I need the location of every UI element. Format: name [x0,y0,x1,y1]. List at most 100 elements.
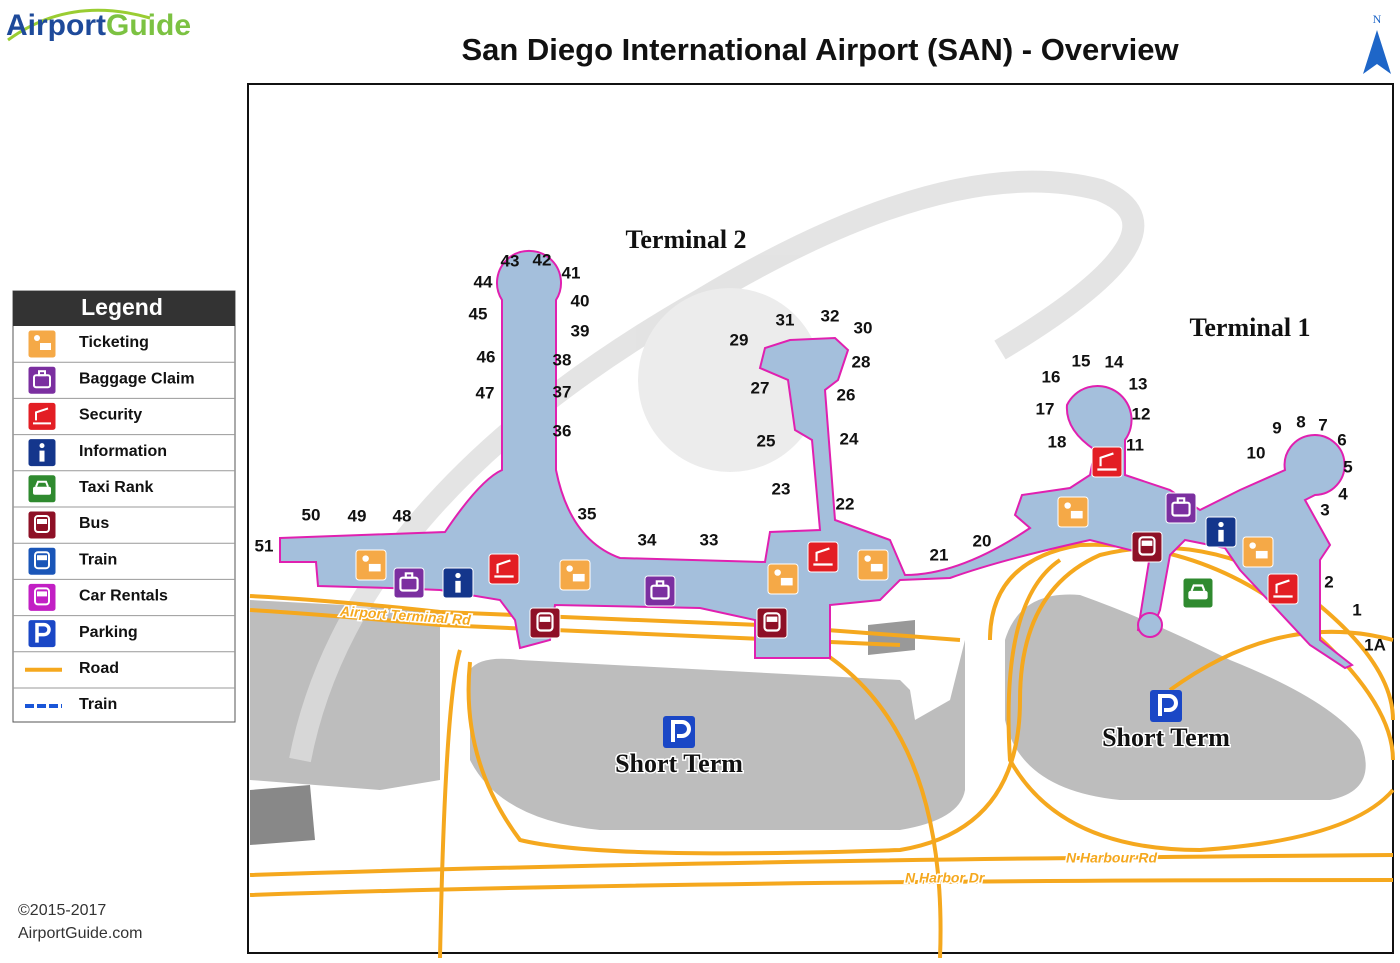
gate-label: 29 [730,330,749,349]
glyph [38,370,46,377]
gate-label: 43 [501,251,520,270]
glyph [1070,510,1083,519]
logo: AirportGuide [6,8,191,42]
gate-label: 36 [553,421,572,440]
gate-label: 46 [477,347,496,366]
gate-label: 26 [837,385,856,404]
gate-label: 34 [638,530,657,549]
gate-label: 33 [700,530,719,549]
legend-title: Legend [81,294,163,320]
icon [442,567,474,599]
gate-label: 45 [469,304,488,323]
icon-bg [807,541,839,573]
gate-label: 49 [348,506,367,525]
gate-label: 20 [973,531,992,550]
icon [644,575,676,607]
glyph [536,612,554,632]
icon [27,329,57,359]
roads [249,542,1395,959]
legend-label: Road [79,660,119,677]
icon [27,582,57,612]
gate-label: 40 [571,291,590,310]
glyph [37,555,47,561]
glyph [368,563,381,572]
north-arrow [1363,30,1391,74]
glyph [870,563,883,572]
ground-areas [250,594,1366,845]
glyph [39,450,45,462]
icon [756,607,788,639]
site: AirportGuide.com [18,925,143,942]
icon [1267,573,1299,605]
glyph [1176,497,1186,504]
north-label: N [1373,12,1382,26]
gate-label: 47 [476,383,495,402]
gate-label: 2 [1324,572,1333,591]
road-label: N Harbour Rd [1066,850,1157,866]
glyph [34,587,50,606]
gate-label: 44 [474,272,493,291]
gate-label: 15 [1072,351,1091,370]
legend-label: Train [79,551,117,568]
gate-label: 39 [571,321,590,340]
terminal-buildings [279,249,1354,670]
glyph [494,559,514,578]
gate-label: 10 [1247,443,1266,462]
icon [27,365,57,395]
gate-label: 38 [553,350,572,369]
glyph [780,577,793,586]
legend-label: Information [79,443,167,460]
glyph [37,591,47,597]
gate-label: 27 [751,378,770,397]
glyph [362,555,369,562]
legend-label: Taxi Rank [79,479,154,496]
gate-label: 35 [578,504,597,523]
logo-text: AirportGuide [6,9,191,42]
glyph [1188,590,1208,600]
glyph [34,335,40,341]
gate-label: 32 [821,306,840,325]
gate-label: 7 [1318,415,1327,434]
gate-label: 14 [1105,352,1124,371]
icon [393,567,425,599]
icon [1205,516,1237,548]
icon-bg [1091,446,1123,478]
glyph [1249,542,1256,549]
gate-label: 22 [836,494,855,513]
glyph [1064,502,1071,509]
icon [488,553,520,585]
gate-label: 8 [1296,412,1305,431]
glyph [34,515,50,533]
gate-label: 11 [1126,435,1144,454]
icon [1057,496,1089,528]
legend: Legend Ticketing Baggage Claim Security Inf… [12,290,236,723]
glyph [455,572,461,579]
gate-label: 13 [1129,374,1148,393]
glyph [655,580,665,587]
glyph [766,616,778,622]
glyph [1097,452,1117,471]
icon [1091,446,1123,478]
gate-label: 9 [1272,418,1281,437]
gate-label: 50 [302,505,321,524]
title: San Diego International Airport (SAN) - … [461,32,1179,67]
icon [1131,531,1163,563]
glyph [763,612,781,632]
glyph [813,547,833,566]
glyph [35,622,51,643]
icon [27,474,57,504]
icon [27,438,57,468]
gate-label: 3 [1320,500,1329,519]
icon [807,541,839,573]
icon [355,549,387,581]
gate-label: 51 [255,536,274,555]
gate-label: 48 [393,506,412,525]
gate-label: 42 [533,250,552,269]
gate-label: 1 [1352,600,1361,619]
icon [27,510,57,540]
parking-label: Short Term [1102,723,1230,752]
map-icons [355,446,1299,639]
glyph [40,343,51,350]
